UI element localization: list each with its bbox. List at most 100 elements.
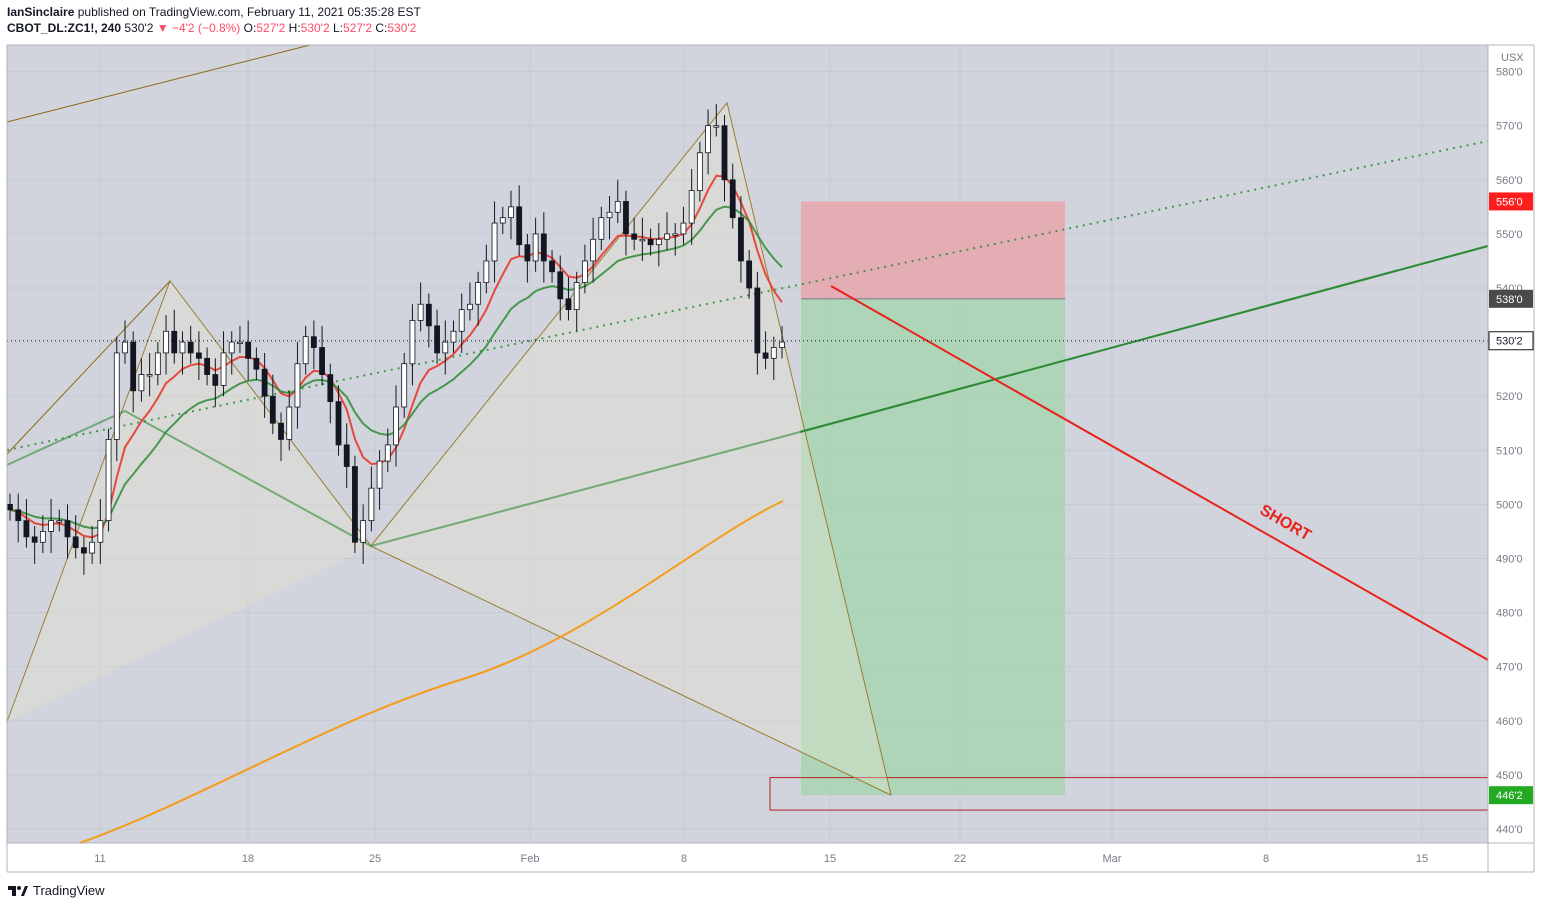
symbol-label[interactable]: CBOT_DL:ZC1!, 240	[7, 21, 122, 35]
short-arrow-line[interactable]	[830, 285, 1489, 661]
y-tick-label: 450'0	[1496, 770, 1523, 782]
candle-body	[39, 531, 46, 543]
price-labels: 556'0 538'0 530'2 446'2	[1488, 192, 1534, 805]
candle-body	[401, 363, 408, 408]
candle-body	[89, 541, 96, 554]
candle-body	[146, 374, 153, 377]
current-price-label-bg	[1489, 331, 1533, 350]
candle-body	[754, 287, 761, 354]
candle-body	[590, 238, 597, 262]
candle-body	[261, 368, 268, 397]
candle-body	[540, 233, 547, 262]
candle-body	[746, 260, 753, 289]
stop-price-label: 556'0	[1496, 196, 1523, 208]
candle-body	[770, 347, 777, 359]
y-tick-label: 560'0	[1496, 175, 1523, 187]
pattern-leg-bottom[interactable]	[370, 545, 892, 796]
candle-body	[655, 238, 662, 246]
x-tick-label: 15	[824, 853, 836, 865]
candle-body	[631, 233, 638, 240]
open-label: O:	[243, 21, 257, 35]
candle-body	[581, 260, 588, 283]
high-label: H:	[288, 21, 301, 35]
candle-body	[269, 395, 276, 424]
candle-body	[393, 406, 399, 446]
current-price-border	[1488, 331, 1534, 351]
candle-body	[7, 503, 13, 511]
candle-body	[508, 206, 514, 219]
candle-body	[376, 460, 383, 489]
candle-body	[647, 238, 654, 246]
candle-body	[253, 357, 260, 370]
candle-body	[738, 217, 744, 262]
candle-body	[122, 341, 128, 354]
candle-body	[762, 352, 769, 359]
candle-body	[319, 347, 325, 375]
close-value: 530'2	[387, 21, 417, 35]
y-tick-label: 520'0	[1496, 391, 1523, 403]
candle-body	[64, 520, 71, 538]
stop-loss-zone[interactable]	[801, 201, 1065, 299]
price-axis[interactable]	[1488, 45, 1534, 843]
x-tick-label: 25	[369, 853, 381, 865]
candle-body	[598, 217, 605, 240]
candle-body	[81, 547, 87, 554]
pattern-fill-bcd	[371, 103, 891, 795]
dotted-trend-line[interactable]	[6, 140, 1489, 451]
candle-body	[245, 341, 252, 359]
candle-body	[31, 536, 38, 543]
candle-body	[713, 125, 720, 128]
candle-body	[130, 341, 137, 392]
tradingview-logo-icon[interactable]	[7, 882, 29, 898]
close-label: C:	[375, 21, 388, 35]
x-tick-label: 8	[681, 853, 687, 865]
down-arrow-icon: ▼	[156, 21, 169, 35]
candle-body	[105, 439, 112, 522]
candle-body	[672, 233, 679, 236]
pattern-leg-top-left[interactable]	[6, 280, 171, 455]
author-name[interactable]: IanSinclaire	[7, 5, 75, 19]
candle-body	[779, 341, 785, 348]
target-price-label-bg	[1489, 786, 1533, 805]
candle-body	[228, 341, 235, 354]
candle-body	[278, 422, 284, 440]
entry-price-label: 538'0	[1496, 294, 1523, 306]
candle-body	[688, 190, 695, 224]
candle-body	[639, 238, 646, 242]
y-tick-label: 460'0	[1496, 716, 1523, 728]
candle-body	[491, 222, 498, 262]
candle-body	[360, 520, 367, 543]
y-tick-label: 580'0	[1496, 67, 1523, 79]
entry-price-label-bg	[1489, 289, 1533, 308]
candle-body	[409, 320, 416, 365]
y-tick-label: 480'0	[1496, 608, 1523, 620]
candle-body	[721, 125, 728, 181]
candle-body	[195, 352, 202, 359]
take-profit-zone[interactable]	[801, 298, 1065, 796]
candle-body	[113, 352, 120, 440]
candle-body	[302, 336, 309, 365]
tradingview-brand[interactable]: TradingView	[33, 882, 105, 898]
trend-lines[interactable]	[6, 140, 1489, 661]
candle-body	[565, 298, 572, 311]
candle-body	[458, 309, 465, 332]
candle-body	[549, 260, 555, 273]
x-tick-label: 22	[954, 853, 966, 865]
candle-body	[450, 330, 457, 343]
y-tick-label: 510'0	[1496, 445, 1523, 457]
publish-info: IanSinclaire published on TradingView.co…	[7, 4, 421, 20]
x-tick-label: 11	[94, 853, 105, 865]
position-zones[interactable]	[769, 201, 1489, 811]
candle-body	[623, 201, 629, 235]
candle-body	[237, 341, 243, 345]
published-text: published on TradingView.com, February 1…	[77, 5, 421, 19]
candle-body	[417, 303, 424, 321]
candle-body	[343, 444, 350, 467]
x-tick-label: Feb	[521, 853, 540, 865]
upper-channel-line[interactable]	[6, 44, 311, 123]
support-trend-line-projected[interactable]	[799, 245, 1489, 433]
candle-body	[294, 363, 301, 408]
candle-body	[163, 330, 169, 354]
y-tick-label: 500'0	[1496, 499, 1523, 511]
